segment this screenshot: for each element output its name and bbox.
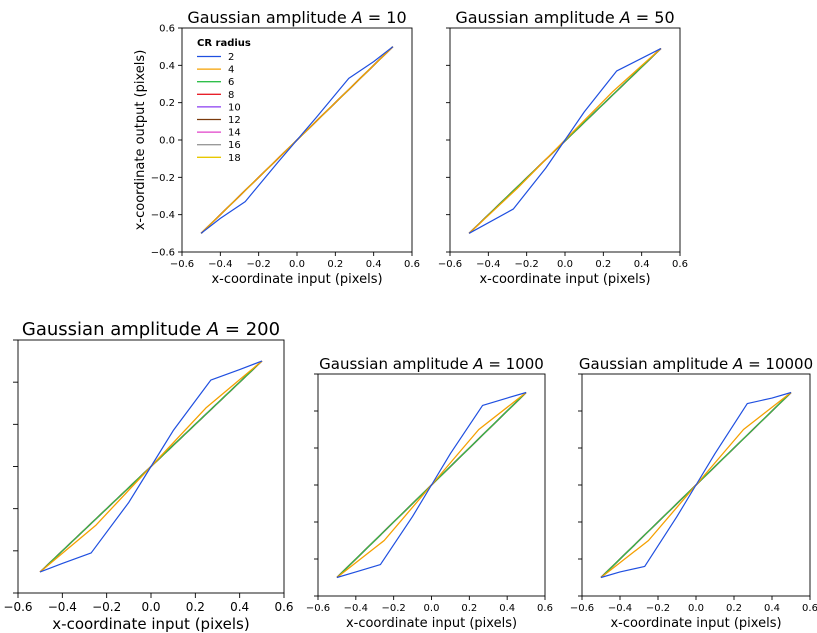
x-tick-label: −0.4 [344,603,368,614]
series-line-cr-2 [468,47,662,234]
y-tick-label: −0.2 [151,173,175,184]
x-tick-label: −0.6 [570,603,594,614]
x-tick-label: 0.0 [424,603,440,614]
legend-title: CR radius [197,38,251,49]
x-tick-label: 0.2 [595,259,611,270]
x-axis-label: x-coordinate input (pixels) [52,615,249,633]
panel-title: Gaussian amplitude A = 10 [187,8,406,27]
legend-label-cr-6: 6 [228,77,234,88]
x-tick-label: −0.2 [382,603,406,614]
legend-label-cr-14: 14 [228,128,241,139]
y-tick-label: 0.6 [159,24,175,35]
subplot-3: −0.6 −0.4 −0.2 0.0 0.2 0.4 0.6 Gaussian amplitu… [3,319,293,633]
x-tick-label: 0.4 [634,259,650,270]
legend-label-cr-8: 8 [228,90,234,101]
subplot-5: −0.6 −0.4 −0.2 0.0 0.2 0.4 0.6 Gaussian amplitu… [570,355,817,631]
x-tick-label: 0.6 [274,600,293,614]
x-tick-label: 0.0 [557,259,573,270]
x-tick-label: 0.4 [366,259,382,270]
x-tick-label: 0.6 [404,259,420,270]
panel-title: Gaussian amplitude A = 1000 [319,355,544,373]
x-tick-label: 0.0 [688,603,704,614]
y-tick-label: −0.6 [151,248,175,259]
x-tick-label: 0.2 [461,603,477,614]
subplot-4: −0.6 −0.4 −0.2 0.0 0.2 0.4 0.6 Gaussian amplitu… [306,355,553,631]
legend-label-cr-16: 16 [228,140,241,151]
x-tick-label: 0.2 [726,603,742,614]
legend-label-cr-10: 10 [228,102,241,113]
x-tick-label: 0.2 [186,600,205,614]
x-tick-label: −0.6 [438,259,462,270]
x-tick-label: 0.6 [537,603,553,614]
legend-label-cr-4: 4 [228,65,234,76]
x-tick-label: −0.2 [247,259,271,270]
x-tick-label: 0.2 [327,259,343,270]
series-line-cr-2 [39,360,263,573]
y-tick-label: 0.0 [159,136,175,147]
x-tick-label: 0.0 [141,600,160,614]
x-tick-label: −0.2 [515,259,539,270]
x-tick-label: 0.6 [802,603,817,614]
x-tick-label: −0.6 [170,259,194,270]
x-tick-label: 0.6 [672,259,688,270]
x-axis-label: x-coordinate input (pixels) [479,272,650,287]
x-axis-label: x-coordinate input (pixels) [211,272,382,287]
series-line-cr-2 [200,46,394,234]
series-line-cr-2 [600,391,792,579]
legend-label-cr-12: 12 [228,115,241,126]
y-tick-label: 0.2 [159,98,175,109]
x-tick-label: −0.4 [608,603,632,614]
legend-label-cr-18: 18 [228,153,241,164]
x-tick-label: −0.2 [646,603,670,614]
y-axis-label: x-coordinate output (pixels) [133,50,148,231]
panel-title: Gaussian amplitude A = 50 [455,8,674,27]
x-tick-label: −0.6 [3,600,32,614]
x-axis-label: x-coordinate input (pixels) [610,616,781,631]
x-tick-label: −0.6 [306,603,330,614]
legend-label-cr-2: 2 [228,52,234,63]
x-tick-label: −0.4 [476,259,500,270]
series-line-cr-2 [336,391,527,579]
panel-title: Gaussian amplitude A = 10000 [579,355,813,373]
subplot-2: −0.6 −0.4 −0.2 0.0 0.2 0.4 0.6 Gaussian amplitu… [438,8,688,287]
x-tick-label: −0.2 [92,600,121,614]
x-tick-label: −0.4 [48,600,77,614]
x-tick-label: −0.4 [208,259,232,270]
x-axis-label: x-coordinate input (pixels) [346,616,517,631]
y-tick-label: 0.4 [159,61,175,72]
subplot-1: −0.6 −0.4 −0.2 0.0 0.2 0.4 0.6 −0.6 −0.4 −0.2 0.0 0… [133,8,420,287]
y-tick-label: −0.4 [151,210,175,221]
x-tick-label: 0.0 [289,259,305,270]
panel-title: Gaussian amplitude A = 200 [22,319,280,340]
x-tick-label: 0.4 [499,603,515,614]
x-tick-label: 0.4 [230,600,249,614]
x-tick-label: 0.4 [764,603,780,614]
